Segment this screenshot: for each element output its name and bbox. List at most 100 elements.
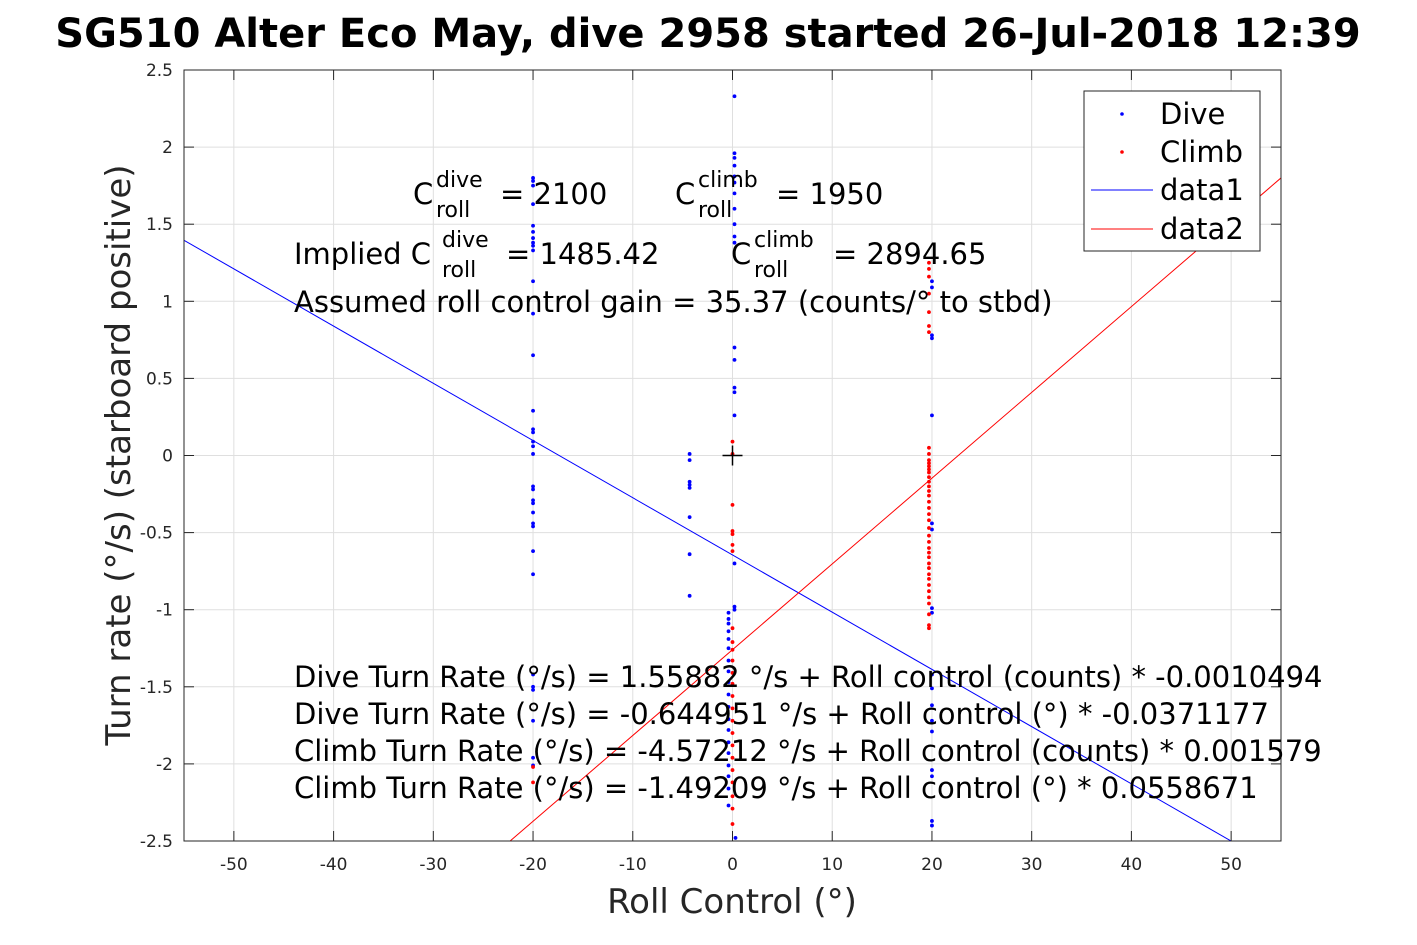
point-climb [927, 561, 931, 566]
point-dive [531, 176, 535, 180]
point-dive [531, 408, 535, 413]
point-dive [531, 510, 535, 515]
series-line-data2 [509, 177, 1281, 841]
point-dive [726, 717, 731, 722]
point-climb [927, 539, 931, 544]
point-climb [730, 647, 735, 652]
point-climb [730, 658, 735, 663]
point-dive [930, 336, 934, 341]
point-dive [531, 311, 535, 316]
point-dive [531, 572, 535, 577]
c-climb-value: = 1950 [776, 177, 883, 211]
y-tick-label: -1.5 [140, 678, 173, 698]
dive-equation-counts: Dive Turn Rate (°/s) = 1.55882 °/s + Rol… [294, 660, 1322, 694]
point-dive [930, 413, 934, 418]
point-dive [687, 593, 692, 598]
y-axis-label: Turn rate (°/s) (starboard positive) [99, 164, 139, 746]
y-tick-label: 2 [162, 138, 173, 158]
point-dive [531, 430, 535, 435]
point-dive [531, 521, 535, 526]
point-dive [531, 439, 535, 444]
point-dive [726, 669, 731, 674]
point-climb [730, 731, 735, 735]
point-dive [531, 202, 535, 207]
point-dive [726, 617, 731, 621]
point-dive [687, 515, 692, 520]
point-climb [927, 595, 931, 600]
point-dive [687, 452, 692, 456]
point-dive [687, 458, 692, 463]
point-climb [730, 694, 735, 698]
point-dive [687, 552, 692, 557]
point-dive [732, 222, 737, 227]
x-tick-label: 0 [727, 855, 738, 875]
point-climb [927, 445, 931, 450]
point-dive [531, 524, 535, 529]
annotations: C dive roll = 2100 C climb roll = 1950 I… [294, 168, 1322, 805]
point-dive [531, 223, 535, 228]
axis-ticks: -50 -40 -30 -20 -10 0 10 20 30 40 50-2.5-2-1.5-1-0… [140, 61, 1281, 875]
y-tick-label: 1 [162, 292, 173, 312]
point-dive [531, 452, 535, 456]
y-tick-label: 0 [162, 447, 173, 467]
point-climb [927, 475, 931, 479]
chart-title: SG510 Alter Eco May, dive 2958 started 2… [55, 11, 1360, 57]
point-dive [930, 768, 934, 772]
point-dive [732, 357, 737, 362]
point-dive [930, 527, 934, 532]
point-climb [531, 780, 535, 785]
point-climb [531, 765, 535, 769]
x-tick-label: -50 [220, 855, 248, 875]
point-dive [930, 686, 934, 691]
point-dive [531, 179, 535, 183]
point-dive [930, 333, 934, 338]
point-climb [927, 479, 931, 484]
point-dive [732, 413, 737, 418]
point-dive [531, 549, 535, 554]
point-dive [531, 718, 535, 723]
point-climb [730, 543, 735, 547]
point-dive [726, 763, 731, 768]
legend-dive-label: Dive [1160, 97, 1225, 131]
point-dive [726, 786, 731, 791]
point-dive [531, 444, 535, 449]
y-tick-label: 2.5 [146, 61, 173, 81]
point-dive [726, 751, 731, 756]
legend-climb-label: Climb [1160, 135, 1243, 169]
point-dive [732, 385, 737, 390]
point-climb [730, 681, 735, 686]
point-climb [927, 506, 931, 510]
point-dive [531, 279, 535, 284]
point-dive [930, 774, 934, 779]
point-dive [732, 607, 737, 612]
point-dive [726, 629, 731, 634]
point-climb [927, 550, 931, 555]
point-climb [927, 589, 931, 594]
point-climb [927, 461, 931, 466]
point-climb [927, 566, 931, 570]
origin-marker [722, 445, 743, 466]
point-climb [927, 467, 931, 472]
point-dive [687, 482, 692, 487]
point-climb [927, 452, 931, 456]
point-dive [531, 684, 535, 689]
y-tick-label: -0.5 [140, 524, 173, 544]
point-climb [927, 493, 931, 498]
legend-data1-label: data1 [1160, 173, 1244, 207]
point-climb [730, 806, 735, 811]
point-dive [531, 687, 535, 692]
point-dive [732, 180, 737, 185]
c-climb-base: C [675, 177, 695, 211]
point-dive [930, 610, 934, 615]
x-tick-label: 40 [1121, 855, 1143, 875]
point-dive [687, 479, 692, 484]
y-tick-label: 1.5 [146, 215, 173, 235]
point-dive [732, 151, 737, 156]
point-dive [930, 703, 934, 708]
point-dive [930, 729, 934, 734]
point-climb [927, 489, 931, 493]
point-dive [531, 236, 535, 240]
point-dive [687, 485, 692, 490]
point-climb [927, 330, 931, 335]
